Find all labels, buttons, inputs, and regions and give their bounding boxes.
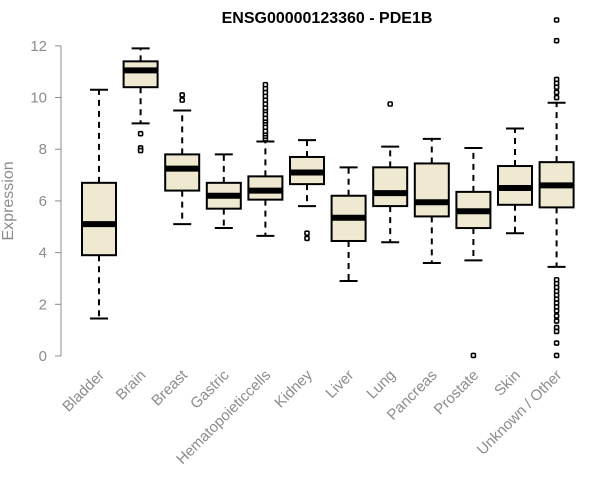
x-tick-label: Prostate	[431, 367, 483, 419]
x-tick-label: Liver	[322, 367, 357, 402]
box-gastric	[205, 153, 242, 230]
iqr-box	[164, 153, 201, 192]
box-brain	[122, 47, 159, 154]
box-kidney	[289, 139, 325, 242]
outlier-point	[304, 230, 310, 237]
outlier-point	[387, 101, 394, 107]
y-tick-label: 6	[39, 193, 47, 210]
y-tick-label: 4	[39, 245, 47, 262]
outlier-point	[553, 340, 560, 346]
box-skin	[497, 127, 533, 235]
outlier-point	[553, 307, 560, 314]
outlier-point	[553, 94, 560, 101]
box-unknown-other	[538, 17, 575, 359]
boxes-group	[81, 17, 575, 359]
y-tick-label: 10	[30, 90, 47, 107]
outlier-point	[179, 97, 185, 103]
outlier-point	[553, 318, 560, 324]
box-prostate	[455, 146, 492, 359]
x-tick-label: Bladder	[59, 367, 108, 416]
y-axis: 0 2 4 6 8 10 12	[30, 38, 62, 365]
outlier-point	[553, 328, 560, 335]
outlier-point	[553, 17, 560, 23]
box-breast	[164, 92, 201, 226]
outlier-point	[553, 37, 560, 44]
outlier-point	[553, 89, 560, 96]
outlier-point	[553, 352, 560, 359]
outlier-point	[304, 235, 310, 242]
iqr-box	[122, 60, 159, 89]
y-tick-label: 0	[39, 348, 47, 365]
chart-title: ENSG00000123360 - PDE1B	[222, 10, 433, 27]
box-bladder	[81, 88, 117, 320]
box-lung	[372, 101, 409, 244]
x-tick-label: Brain	[113, 367, 150, 404]
y-tick-label: 2	[39, 296, 47, 313]
iqr-box	[372, 166, 409, 208]
outlier-point	[470, 352, 477, 359]
x-tick-label: Kidney	[271, 366, 316, 411]
x-tick-label: Breast	[148, 366, 191, 409]
x-tick-label: Lung	[363, 367, 399, 403]
outlier-point	[553, 84, 560, 90]
outlier-point	[262, 81, 269, 88]
outlier-point	[553, 313, 560, 319]
box-pancreas	[413, 137, 450, 264]
y-tick-label: 12	[30, 38, 47, 55]
outlier-point	[137, 130, 144, 137]
x-tick-label: Skin	[491, 367, 524, 400]
outlier-point	[179, 92, 185, 98]
y-tick-label: 8	[39, 141, 47, 158]
box-liver	[330, 166, 367, 283]
outlier-point	[137, 147, 144, 154]
x-axis-labels: Bladder BrainBreastGastricHematopoieticce…	[59, 366, 565, 468]
box-hematopoietic-cells	[247, 81, 284, 237]
iqr-box	[413, 162, 450, 218]
y-axis-label: Expression	[0, 161, 17, 240]
iqr-box	[81, 181, 117, 257]
